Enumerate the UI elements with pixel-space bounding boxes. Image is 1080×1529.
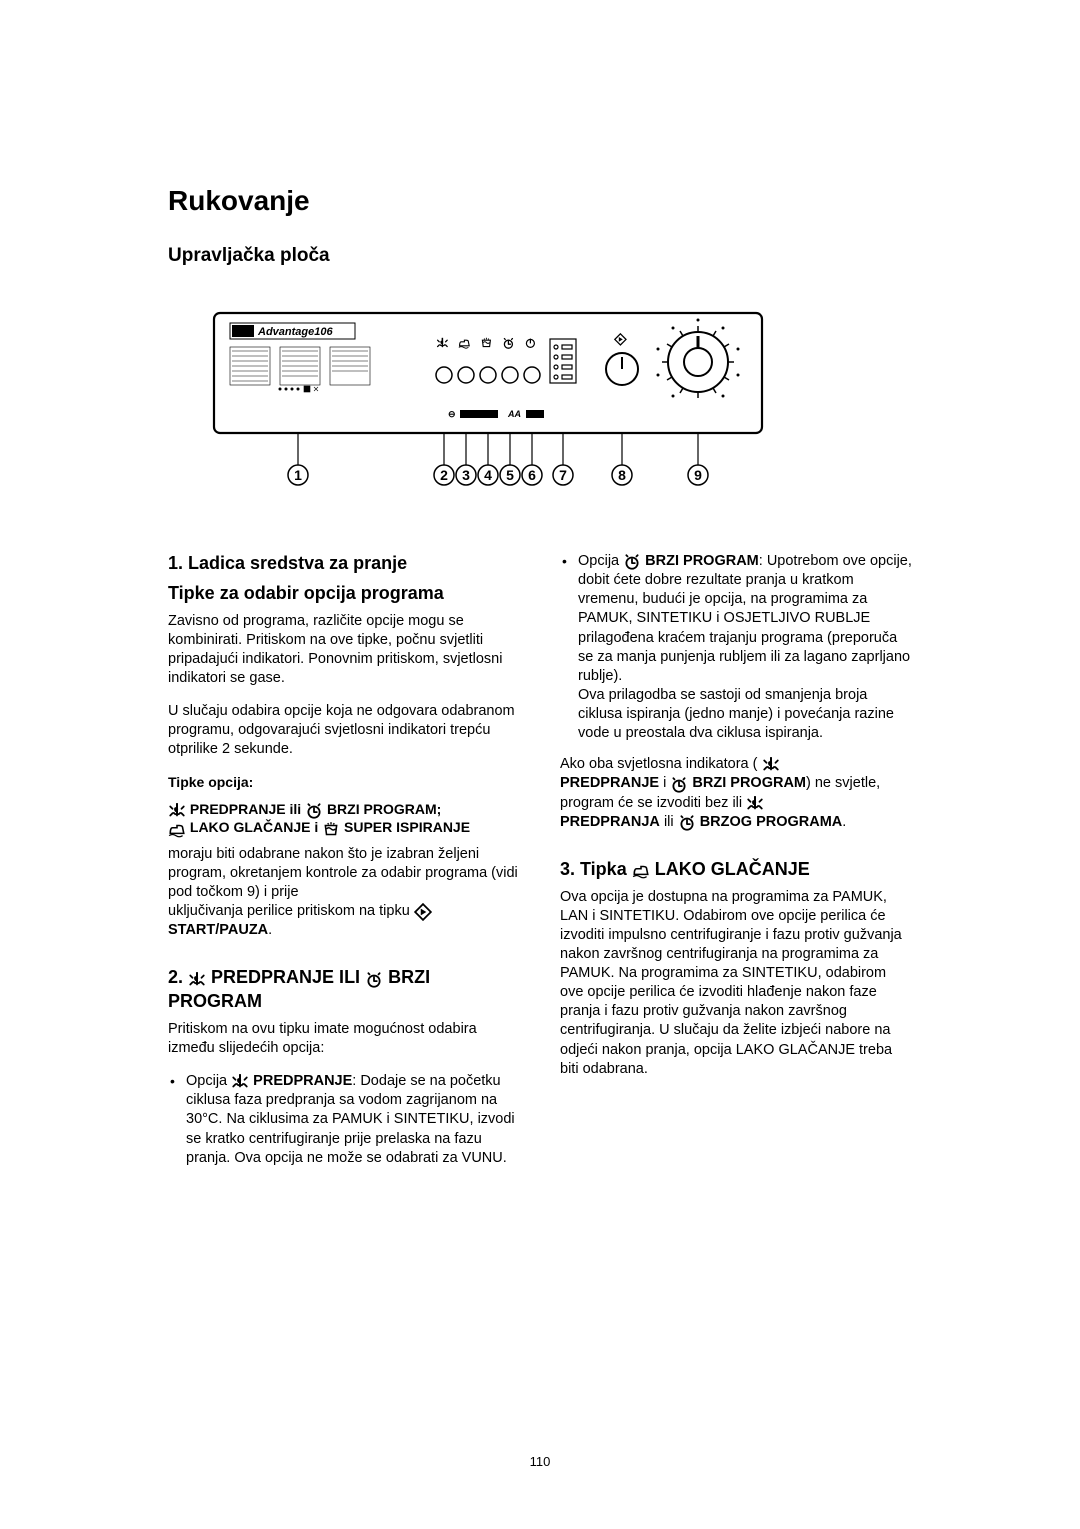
- section-3-heading: 3. Tipka LAKO GLAČANJE: [560, 858, 912, 882]
- callout-6: 6: [528, 467, 536, 483]
- two-column-body: 1. Ladica sredstva za pranje Tipke za od…: [168, 552, 912, 1180]
- section-1-para-1: Zavisno od programa, različite opcije mo…: [168, 612, 520, 689]
- page-number: 110: [0, 1454, 1080, 1469]
- start-icon: [414, 903, 432, 919]
- tipke-opcija-label: Tipke opcija:: [168, 773, 520, 791]
- quick-icon: [365, 971, 383, 987]
- list-item: Opcija PREDPRANJE: Dodaje se na početku …: [168, 1072, 520, 1168]
- callout-4: 4: [484, 467, 492, 483]
- callout-7: 7: [559, 467, 567, 483]
- option-line-1: PREDPRANJE ili BRZI PROGRAM;: [168, 800, 520, 818]
- quick-icon: [670, 776, 688, 792]
- section-2-para-1: Pritiskom na ovu tipku imate mogućnost o…: [168, 1020, 520, 1058]
- page-title: Rukovanje: [168, 185, 912, 217]
- left-column: 1. Ladica sredstva za pranje Tipke za od…: [168, 552, 520, 1180]
- section-1-heading-b: Tipke za odabir opcija programa: [168, 582, 520, 606]
- section-1-para-3: moraju biti odabrane nakon što je izabra…: [168, 845, 520, 941]
- prewash-icon: [231, 1073, 249, 1089]
- svg-text:⊖: ⊖: [448, 409, 456, 419]
- callout-8: 8: [618, 467, 626, 483]
- quick-icon: [623, 553, 641, 569]
- prewash-icon: [746, 795, 764, 811]
- prewash-icon: [188, 971, 206, 987]
- quick-icon: [678, 814, 696, 830]
- iron-icon: [168, 821, 186, 837]
- right-column: Opcija BRZI PROGRAM: Upotrebom ove opcij…: [560, 552, 912, 1180]
- subtitle: Upravljačka ploča: [168, 245, 912, 267]
- quick-icon: [305, 802, 323, 818]
- brand-label: Advantage106: [257, 326, 333, 338]
- callout-2: 2: [440, 467, 448, 483]
- prewash-icon: [168, 802, 186, 818]
- callout-3: 3: [462, 467, 470, 483]
- section-2-heading: 2. PREDPRANJE ILI BRZI PROGRAM: [168, 966, 520, 1014]
- section-1-heading-a: 1. Ladica sredstva za pranje: [168, 552, 520, 576]
- option-line-2: LAKO GLAČANJE i SUPER ISPIRANJE: [168, 818, 520, 836]
- callout-1: 1: [294, 467, 302, 483]
- iron-icon: [632, 862, 650, 878]
- rinse-icon: [322, 821, 340, 837]
- control-panel-diagram: Advantage106: [208, 307, 768, 502]
- callout-5: 5: [506, 467, 514, 483]
- section-3-para: Ova opcija je dostupna na programima za …: [560, 888, 912, 1079]
- callout-9: 9: [694, 467, 702, 483]
- section-1-para-2: U slučaju odabira opcije koja ne odgovar…: [168, 702, 520, 759]
- prewash-icon: [762, 756, 780, 772]
- indicator-para: Ako oba svjetlosna indikatora ( PREDPRAN…: [560, 755, 912, 832]
- svg-text:AA: AA: [507, 409, 521, 419]
- list-item: Opcija BRZI PROGRAM: Upotrebom ove opcij…: [560, 552, 912, 743]
